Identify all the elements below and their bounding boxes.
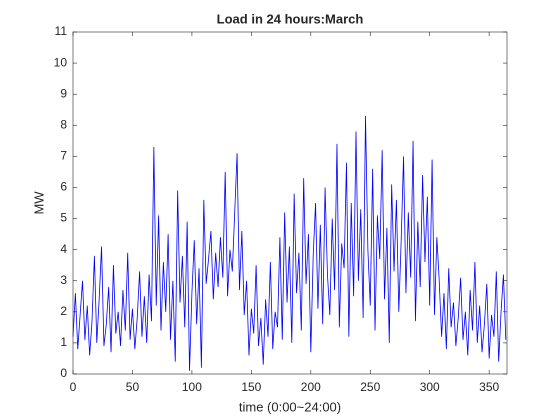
y-tick-label: 10 (54, 55, 68, 69)
x-tick-label: 50 (126, 380, 140, 394)
y-tick-label: 2 (60, 304, 67, 318)
y-tick-label: 3 (60, 273, 67, 287)
y-axis-label: MW (31, 191, 46, 215)
axes-box (72, 31, 508, 375)
x-tick-label: 100 (182, 380, 202, 394)
y-tick-label: 1 (60, 335, 67, 349)
data-line (72, 115, 507, 371)
x-tick-label: 150 (241, 380, 261, 394)
y-tick-label: 7 (60, 149, 67, 163)
y-tick-label: 4 (60, 242, 67, 256)
x-tick-label: 250 (360, 380, 380, 394)
y-tick-label: 6 (60, 180, 67, 194)
y-tick-label: 5 (60, 211, 67, 225)
chart-title: Load in 24 hours:March (217, 11, 364, 26)
y-tick-label: 11 (55, 24, 68, 38)
y-tick-label: 8 (60, 117, 67, 131)
x-tick-label: 0 (70, 380, 77, 394)
y-tick-label: 9 (60, 86, 67, 100)
x-tick-label: 350 (479, 380, 499, 394)
y-tick-label: 0 (60, 366, 67, 380)
x-tick-label: 300 (420, 380, 440, 394)
x-tick-label: 200 (301, 380, 321, 394)
x-axis-label: time (0:00~24:00) (239, 399, 341, 414)
